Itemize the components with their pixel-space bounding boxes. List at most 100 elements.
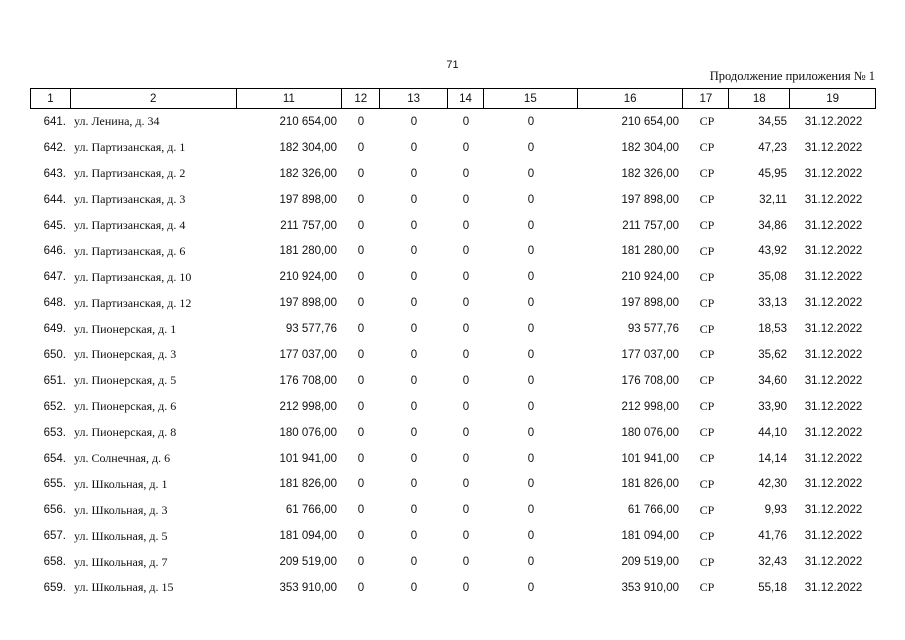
table-row: 658. ул. Школьная, д. 7 209 519,00 0 0 0 0 209 … — [30, 549, 876, 575]
cell-value-col-15: 0 — [527, 452, 535, 465]
cell-amount-col-16: 181 826,00 — [621, 478, 679, 491]
cell-value-col-12: 0 — [357, 245, 365, 258]
cell-value-col-13: 0 — [410, 556, 418, 569]
cell-code-col-17: СР — [699, 140, 715, 155]
cell-value-col-15: 0 — [527, 297, 535, 310]
cell-code-col-17: СР — [699, 114, 715, 129]
cell-value-col-15: 0 — [527, 167, 535, 180]
cell-row-number: 651. — [43, 374, 66, 387]
cell-amount-col-11: 212 998,00 — [279, 400, 337, 413]
cell-value-col-14: 0 — [462, 581, 470, 594]
cell-value-col-15: 0 — [527, 193, 535, 206]
table-row: 641. ул. Ленина, д. 34 210 654,00 0 0 0 0 210 6… — [30, 109, 876, 135]
header-cell-col-2: 2 — [71, 89, 237, 108]
cell-row-number: 645. — [43, 219, 66, 232]
cell-code-col-17: СР — [699, 451, 715, 466]
cell-amount-col-11: 180 076,00 — [279, 426, 337, 439]
cell-amount-col-11: 93 577,76 — [285, 323, 337, 336]
cell-value-col-12: 0 — [357, 478, 365, 491]
cell-value-col-12: 0 — [357, 167, 365, 180]
cell-value-col-18: 14,14 — [758, 452, 787, 465]
cell-row-number: 648. — [43, 297, 66, 310]
cell-value-col-18: 32,11 — [759, 193, 787, 206]
cell-value-col-18: 42,30 — [758, 478, 787, 491]
table-row: 654. ул. Солнечная, д. 6 101 941,00 0 0 0 0 101… — [30, 446, 876, 472]
cell-amount-col-16: 182 304,00 — [621, 141, 679, 154]
cell-value-col-13: 0 — [410, 271, 418, 284]
cell-address: ул. Партизанская, д. 6 — [74, 243, 186, 258]
cell-value-col-15: 0 — [527, 219, 535, 232]
cell-code-col-17: СР — [699, 580, 715, 595]
cell-address: ул. Школьная, д. 15 — [74, 580, 174, 595]
cell-date-col-19: 31.12.2022 — [804, 374, 863, 387]
cell-amount-col-11: 197 898,00 — [279, 193, 337, 206]
cell-value-col-18: 41,76 — [758, 530, 787, 543]
cell-date-col-19: 31.12.2022 — [804, 141, 863, 154]
header-cell-col-13: 13 — [380, 89, 449, 108]
cell-amount-col-11: 181 280,00 — [279, 245, 337, 258]
cell-value-col-15: 0 — [527, 556, 535, 569]
cell-amount-col-16: 101 941,00 — [621, 452, 679, 465]
cell-value-col-13: 0 — [410, 323, 418, 336]
cell-value-col-13: 0 — [410, 219, 418, 232]
cell-value-col-12: 0 — [357, 556, 365, 569]
cell-code-col-17: СР — [699, 192, 715, 207]
cell-row-number: 652. — [43, 400, 66, 413]
cell-value-col-14: 0 — [462, 141, 470, 154]
cell-code-col-17: СР — [699, 243, 715, 258]
cell-value-col-18: 44,10 — [758, 426, 787, 439]
cell-amount-col-11: 210 924,00 — [279, 271, 337, 284]
cell-amount-col-11: 210 654,00 — [279, 115, 337, 128]
page-number: 71 — [446, 59, 459, 71]
cell-value-col-12: 0 — [357, 193, 365, 206]
cell-value-col-15: 0 — [527, 400, 535, 413]
cell-value-col-18: 55,18 — [758, 581, 787, 594]
cell-address: ул. Пионерская, д. 3 — [74, 347, 177, 362]
header-cell-col-18: 18 — [729, 89, 791, 108]
cell-date-col-19: 31.12.2022 — [804, 297, 863, 310]
header-cell-col-19: 19 — [826, 93, 840, 105]
cell-row-number: 658. — [43, 556, 66, 569]
cell-value-col-15: 0 — [527, 530, 535, 543]
cell-value-col-14: 0 — [462, 115, 470, 128]
cell-date-col-19: 31.12.2022 — [804, 426, 863, 439]
cell-address: ул. Солнечная, д. 6 — [74, 451, 171, 466]
cell-code-col-17: СР — [699, 166, 715, 181]
cell-address: ул. Партизанская, д. 1 — [74, 140, 186, 155]
cell-row-number: 659. — [43, 581, 66, 594]
cell-value-col-12: 0 — [357, 400, 365, 413]
cell-amount-col-16: 211 757,00 — [622, 219, 679, 232]
cell-value-col-14: 0 — [462, 219, 470, 232]
cell-amount-col-11: 353 910,00 — [279, 581, 337, 594]
cell-value-col-18: 47,23 — [758, 141, 787, 154]
cell-value-col-18: 34,55 — [758, 115, 787, 128]
cell-address: ул. Школьная, д. 5 — [74, 528, 168, 543]
cell-value-col-14: 0 — [462, 271, 470, 284]
cell-amount-col-16: 180 076,00 — [621, 426, 679, 439]
cell-value-col-13: 0 — [410, 245, 418, 258]
table-row: 657. ул. Школьная, д. 5 181 094,00 0 0 0 0 181 … — [30, 523, 876, 549]
cell-value-col-12: 0 — [357, 504, 365, 517]
cell-value-col-18: 32,43 — [758, 556, 787, 569]
table-body: 641. ул. Ленина, д. 34 210 654,00 0 0 0 0 210 6… — [30, 109, 876, 601]
cell-date-col-19: 31.12.2022 — [804, 400, 863, 413]
table-row: 644. ул. Партизанская, д. 3 197 898,00 0 0 0 0… — [30, 187, 876, 213]
table-row: 642. ул. Партизанская, д. 1 182 304,00 0 0 0 0… — [30, 135, 876, 161]
table-row: 652. ул. Пионерская, д. 6 212 998,00 0 0 0 0 21… — [30, 394, 876, 420]
table-row: 650. ул. Пионерская, д. 3 177 037,00 0 0 0 0 17… — [30, 342, 876, 368]
table-row: 643. ул. Партизанская, д. 2 182 326,00 0 0 0 0… — [30, 161, 876, 187]
header-cell-col-16: 16 — [578, 89, 684, 108]
cell-address: ул. Партизанская, д. 3 — [74, 192, 186, 207]
cell-value-col-14: 0 — [462, 426, 470, 439]
table-row: 645. ул. Партизанская, д. 4 211 757,00 0 0 0 0… — [30, 213, 876, 239]
cell-value-col-13: 0 — [410, 115, 418, 128]
header-cell-col-14: 14 — [448, 89, 484, 108]
cell-value-col-14: 0 — [462, 530, 470, 543]
cell-value-col-14: 0 — [462, 452, 470, 465]
cell-value-col-13: 0 — [410, 297, 418, 310]
cell-amount-col-16: 209 519,00 — [621, 556, 679, 569]
cell-amount-col-11: 176 708,00 — [279, 374, 337, 387]
cell-code-col-17: СР — [699, 528, 715, 543]
cell-code-col-17: СР — [699, 218, 715, 232]
cell-date-col-19: 31.12.2022 — [804, 323, 863, 336]
